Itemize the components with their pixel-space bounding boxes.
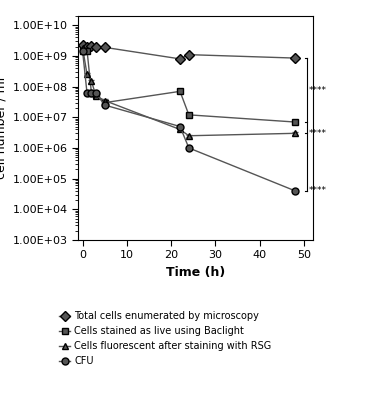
Legend: Total cells enumerated by microscopy, Cells stained as live using Baclight, Cell: Total cells enumerated by microscopy, Ce… (55, 308, 276, 370)
Text: ****: **** (309, 129, 327, 138)
Text: ****: **** (309, 186, 327, 195)
X-axis label: Time (h): Time (h) (166, 266, 225, 279)
Y-axis label: cell number / ml: cell number / ml (0, 77, 7, 179)
Text: ****: **** (309, 86, 327, 94)
